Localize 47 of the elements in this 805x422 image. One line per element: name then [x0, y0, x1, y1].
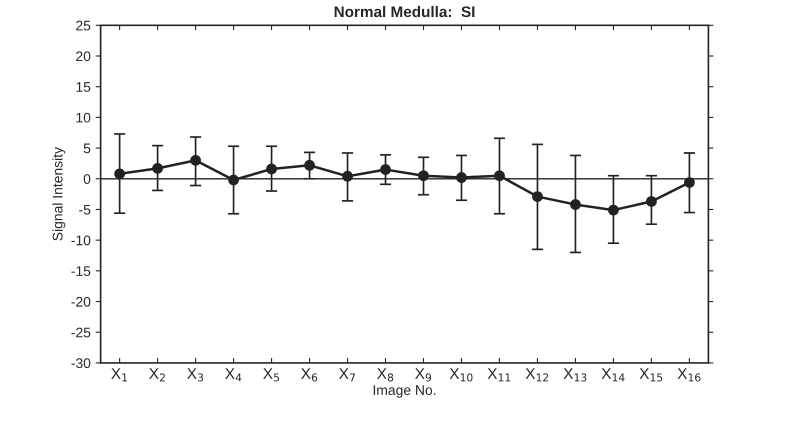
point [456, 172, 467, 183]
y-tick-label: -5 [79, 204, 90, 215]
x-tick-label: X$_{5}$ [263, 368, 279, 382]
x-tick-label: X$_{11}$ [488, 368, 510, 382]
point [570, 199, 581, 210]
y-tick-label: -30 [71, 358, 90, 368]
y-tick-label: -20 [71, 296, 90, 307]
chart-title: Normal Medulla: SI [334, 6, 474, 18]
x-tick-label: X$_{9}$ [415, 368, 432, 382]
x-tick-label: X$_{16}$ [678, 368, 700, 382]
point [608, 204, 619, 216]
point [152, 162, 163, 174]
point [532, 191, 543, 202]
point [342, 170, 353, 182]
y-tick-label: -25 [71, 328, 90, 338]
y-tick-label: 0 [84, 174, 90, 184]
point [684, 177, 695, 188]
y-tick-label: -10 [71, 235, 90, 246]
x-tick-label: X$_{12}$ [526, 368, 548, 382]
point [494, 170, 505, 182]
point [114, 168, 125, 180]
point [304, 160, 315, 171]
x-tick-label: X$_{4}$ [225, 368, 242, 382]
y-tick-label: -15 [71, 266, 90, 276]
x-tick-label: X$_{7}$ [339, 368, 355, 382]
y-tick-label: 5 [84, 144, 90, 154]
point [228, 174, 239, 186]
x-tick-label: X$_{2}$ [149, 368, 165, 382]
y-tick-label: 15 [76, 82, 90, 92]
x-tick-label: X$_{3}$ [187, 368, 204, 382]
point [266, 164, 277, 174]
y-tick-label: 20 [76, 51, 90, 62]
x-axis-title: Image No. [374, 385, 436, 398]
point [380, 164, 391, 175]
x-tick-label: X$_{13}$ [564, 368, 586, 382]
y-axis-title: Signal Intensity [52, 147, 66, 241]
point [646, 196, 657, 207]
point [190, 154, 201, 166]
x-tick-label: X$_{1}$ [111, 368, 127, 382]
y-tick-label: 10 [76, 112, 90, 123]
point [418, 170, 429, 182]
x-tick-label: X$_{14}$ [602, 368, 625, 382]
x-tick-label: X$_{8}$ [377, 368, 394, 382]
x-tick-label: X$_{15}$ [640, 368, 662, 382]
y-tick-label: 25 [76, 20, 90, 30]
x-tick-label: X$_{6}$ [301, 368, 318, 382]
x-tick-label: X$_{10}$ [450, 368, 473, 382]
